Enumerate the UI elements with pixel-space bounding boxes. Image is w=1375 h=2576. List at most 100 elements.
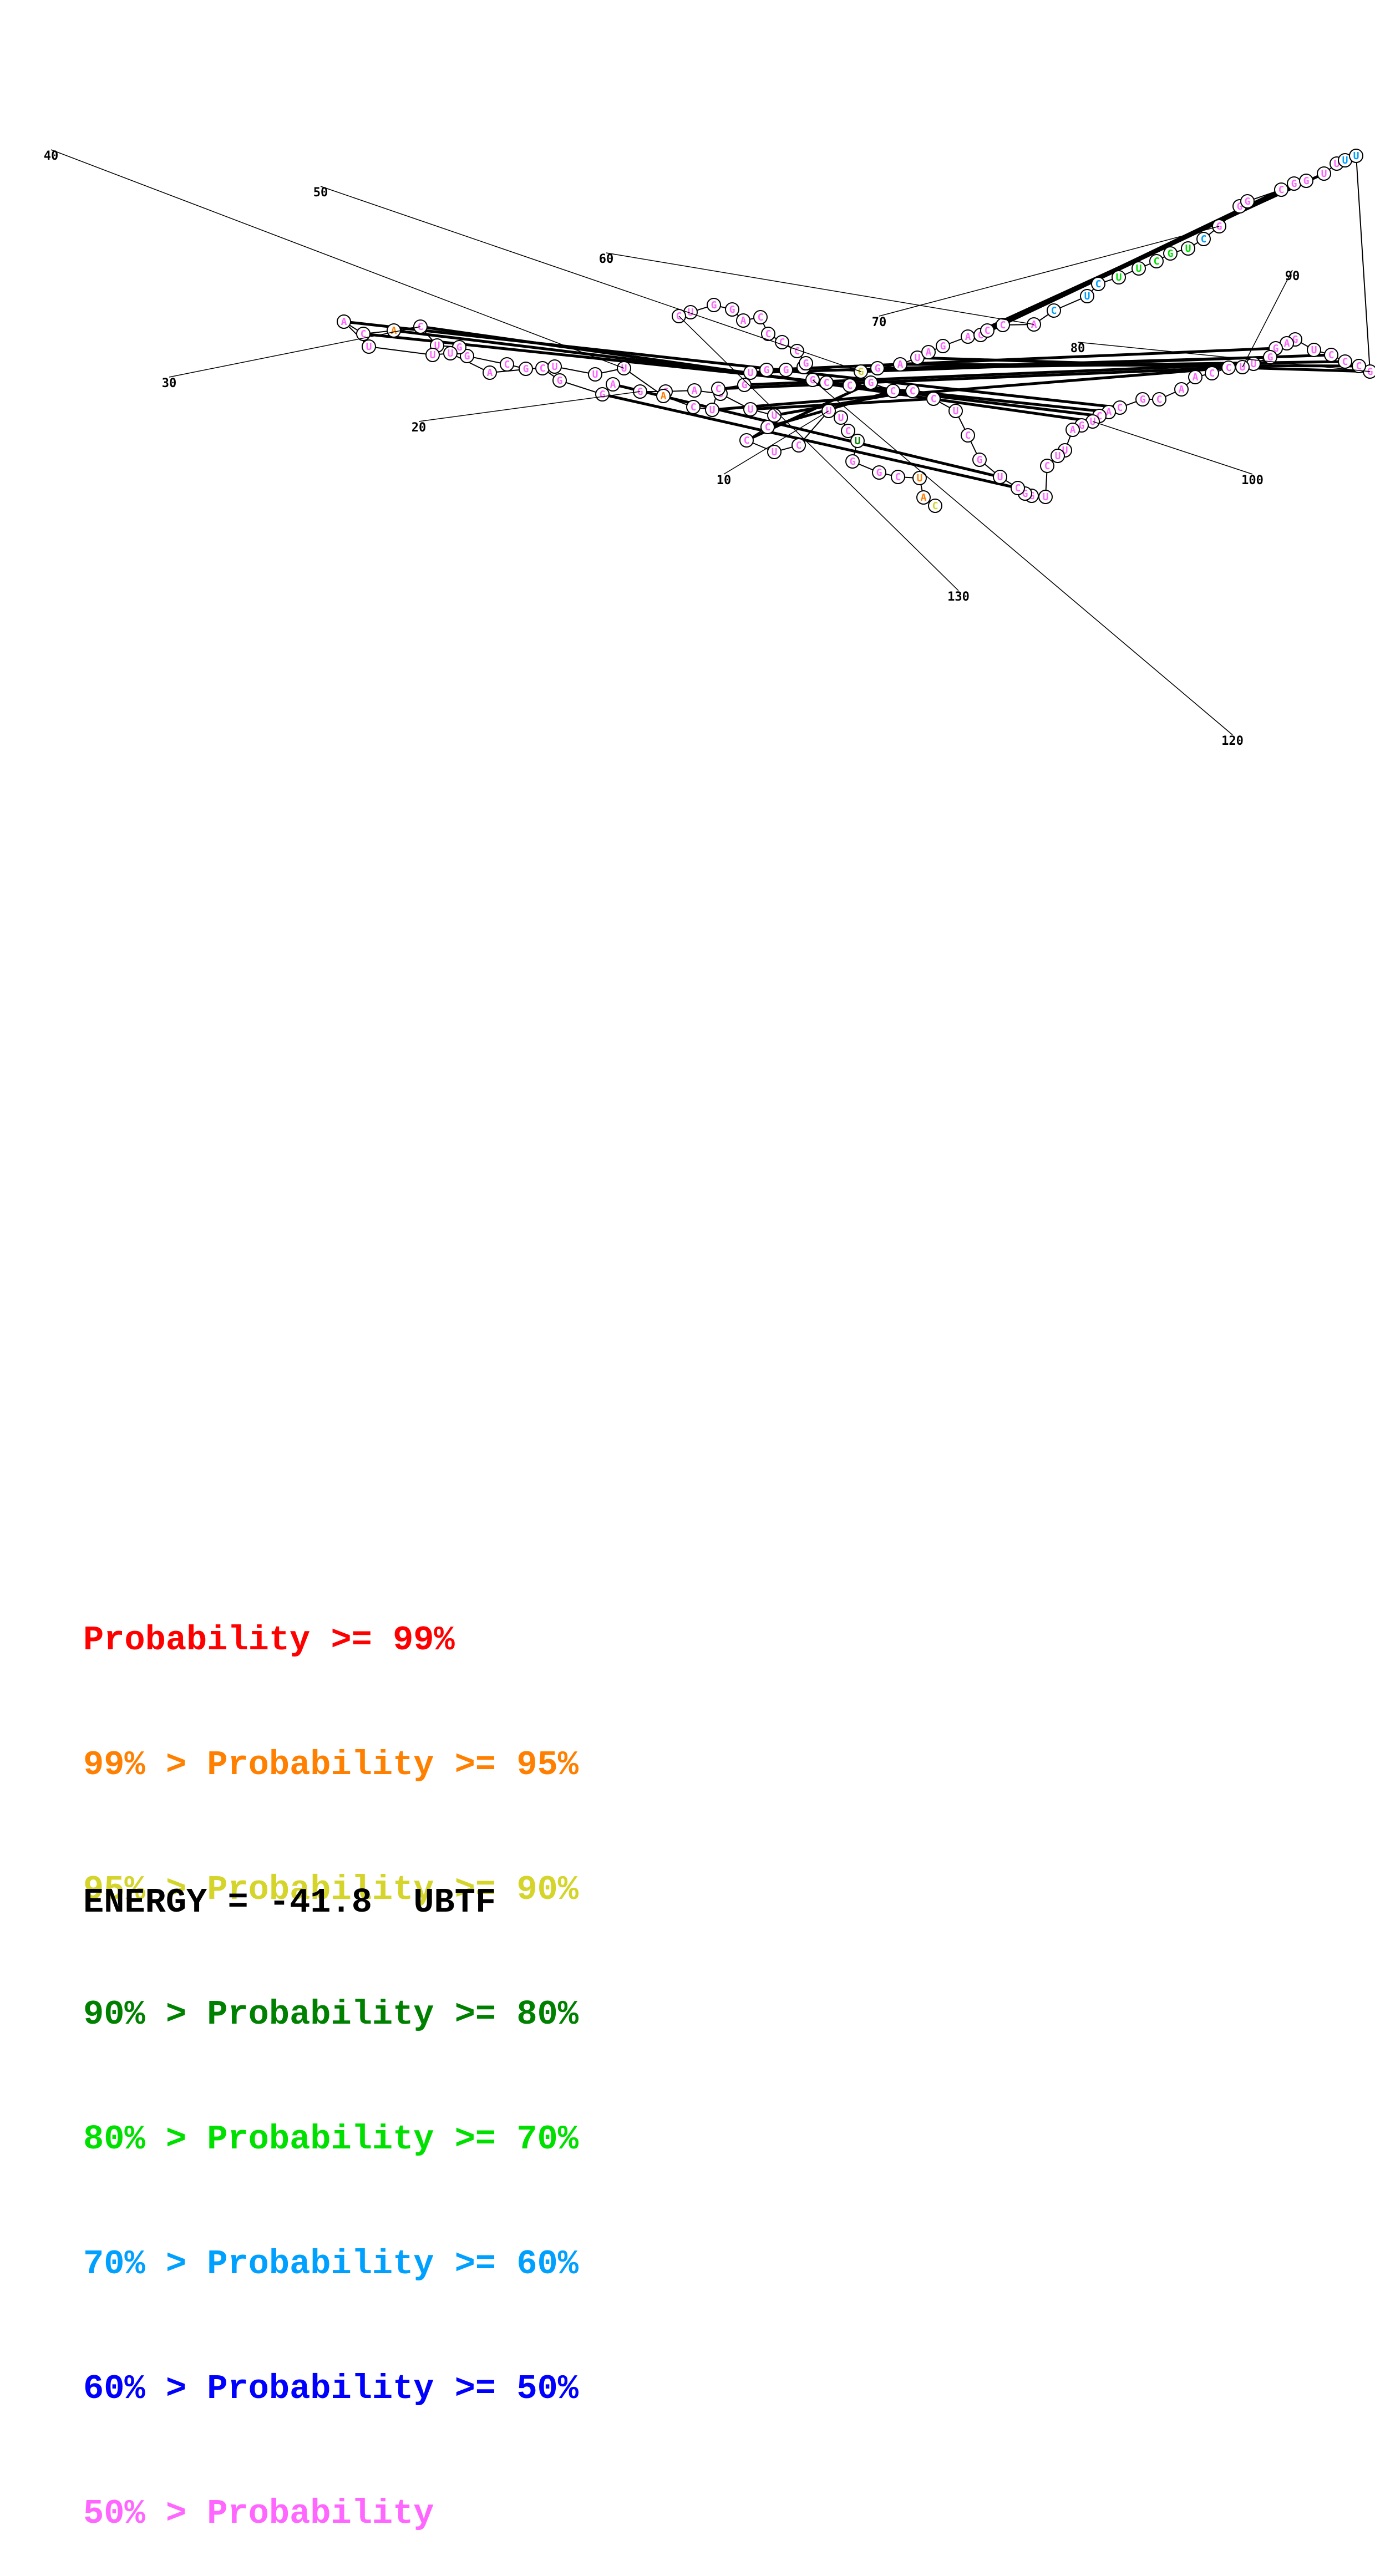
nucleotide-letter: G [1367,366,1373,378]
nucleotide-circle [1324,348,1338,362]
nucleotide: U [443,346,458,360]
nucleotide: C [1091,277,1105,291]
nucleotide-letter: C [765,421,771,433]
nucleotide: U [547,359,562,374]
legend-prefix: 90% > [83,1995,207,2034]
nucleotide: C [711,382,725,396]
nucleotide-circle [961,428,975,443]
nucleotide: U [1080,289,1094,303]
legend-label: Probability [207,2494,434,2533]
nucleotide-letter: C [1015,482,1021,494]
legend-row-below-50: 50% > Probability [83,2493,579,2534]
nucleotide-circle [483,365,497,380]
position-tick [812,379,1233,735]
position-label: 130 [947,590,970,604]
position-label: 70 [872,316,887,329]
nucleotide-letter: G [1140,394,1146,405]
nucleotide-circle [790,344,804,358]
nucleotide-circle [1299,174,1313,188]
nucleotide-letter: G [977,454,983,466]
nucleotide-circle [1307,343,1321,357]
nucleotide-letter: U [1043,491,1049,503]
nucleotide-letter: C [845,425,851,437]
nucleotide-letter: U [838,412,844,424]
nucleotide: U [850,434,865,448]
base-pair-bond [363,332,1109,414]
nucleotide-circle [743,402,758,416]
legend-label: Probability >= 95% [207,1745,579,1785]
nucleotide-letter: C [1226,362,1232,374]
nucleotide-circle [1047,303,1061,318]
nucleotide-letter: U [1062,445,1068,456]
nucleotide-letter: G [1303,175,1310,187]
nucleotide: C [1011,481,1025,495]
nucleotide: A [893,357,907,372]
nucleotide: U [1112,270,1126,284]
nucleotide-circle [850,434,865,448]
position-tick [678,316,959,591]
position-label: 50 [313,186,328,200]
position-labels: 10 20 30 40 50 60 70 80 90 100 120 130 [44,149,1371,748]
nucleotide-letter: A [487,367,493,379]
nucleotide-letter: G [875,363,881,374]
legend-row-95: 99% > Probability >= 95% [83,1744,579,1786]
nucleotide-circle [893,357,907,372]
nucleotide: A [736,313,750,328]
nucleotide-circle [1181,241,1195,256]
nucleotide: C [905,384,920,398]
nucleotide: A [606,377,620,392]
nucleotide-circle [552,373,567,388]
nucleotide: U [705,403,719,417]
nucleotide-letter: G [1245,196,1251,207]
base-pair-bond [343,320,1120,409]
nucleotide-letter: A [391,325,397,337]
nucleotide-circle [1038,490,1053,504]
nucleotide-letter: U [772,410,778,421]
nucleotide: C [1221,360,1236,375]
nucleotide-letter: U [709,404,716,416]
nucleotide-circle [1352,359,1366,373]
nucleotide-circle [743,365,758,380]
nucleotide: G [1263,350,1277,364]
energy-label: ENERGY = [83,1883,248,1922]
position-tick [1077,342,1371,372]
nucleotide-letter: C [1201,233,1207,245]
base-pair-bond [718,365,1243,390]
nucleotide-circle [707,298,721,312]
position-tick [50,149,625,369]
energy-readout: ENERGY = -41.8 UBTF [83,1883,496,1922]
legend-row-50: 60% > Probability >= 50% [83,2368,579,2410]
nucleotide-letter: U [1334,158,1340,170]
legend-prefix: 70% > [83,2244,207,2284]
nucleotide: U [767,408,782,423]
nucleotide: A [961,329,975,344]
base-pair-bond [917,356,1371,373]
nucleotide-circle [736,313,750,328]
nucleotide-letter: G [742,379,748,391]
nucleotide: U [362,339,376,354]
nucleotide-letter: A [1179,384,1185,395]
nucleotide: U [1317,166,1331,181]
nucleotide: G [759,363,774,377]
nucleotide-circle [891,470,905,484]
nucleotide-letter: A [740,315,747,327]
legend-row-99: Probability >= 99% [83,1619,579,1661]
nucleotide-circle [1152,392,1166,407]
nucleotide-circle [779,363,793,377]
nucleotide-letter: C [1044,460,1051,472]
nucleotide-circle [799,356,813,370]
nucleotide-circle [886,384,900,398]
nucleotide: C [790,344,804,358]
nucleotide-letter: C [1097,410,1103,422]
nucleotide-circle [705,403,719,417]
nucleotide-circle [759,363,774,377]
nucleotide-circle [588,367,602,382]
nucleotide-circle [767,445,782,459]
nucleotide: U [743,365,758,380]
nucleotide: C [1047,303,1061,318]
nucleotide: G [864,375,878,390]
nucleotide-circle [337,314,351,329]
nucleotide: A [916,490,931,505]
nucleotide-circle [1221,360,1236,375]
nucleotide-letter: A [661,390,667,402]
